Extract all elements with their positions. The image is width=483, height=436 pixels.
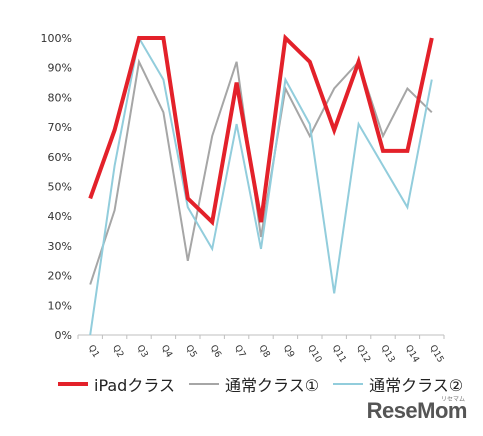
series-line-0 xyxy=(88,33,434,227)
y-tick-label: 90% xyxy=(48,62,72,75)
x-tick-label: Q12 xyxy=(354,344,372,365)
watermark-kana: リセマム xyxy=(440,396,465,403)
legend-item-regular-1: 通常クラス① xyxy=(189,372,319,396)
x-tick-label: Q3 xyxy=(134,344,149,360)
y-tick-label: 10% xyxy=(48,299,72,312)
line-chart: 0% 10% 20% 30% 40% 50% 60% 70% 80% 90% 100% Q1 Q2 Q3… xyxy=(41,32,446,365)
x-tick-label: Q7 xyxy=(232,344,247,360)
x-tick-label: Q13 xyxy=(378,344,396,365)
legend-label-regular-2: 通常クラス② xyxy=(369,376,464,395)
y-tick-label: 0% xyxy=(55,329,72,342)
legend: iPadクラス 通常クラス① 通常クラス② xyxy=(58,371,463,397)
x-axis: Q1 Q2 Q3 Q4 Q5 Q6 Q7 Q8 Q9 Q10 Q11 Q12 Q13 Q14 Q15 xyxy=(77,334,445,365)
series-lines xyxy=(88,33,434,336)
x-tick-label: Q14 xyxy=(403,344,421,365)
legend-item-ipad: iPadクラス xyxy=(58,372,175,396)
x-tick-label: Q10 xyxy=(305,344,323,365)
y-tick-label: 70% xyxy=(48,121,72,134)
legend-swatch-regular-1 xyxy=(189,383,220,385)
series-line-2 xyxy=(89,35,433,336)
legend-swatch-ipad xyxy=(58,382,88,386)
y-tick-label: 30% xyxy=(48,240,72,253)
resemom-logo: ReseMom xyxy=(366,398,468,423)
legend-label-regular-1: 通常クラス① xyxy=(225,376,320,395)
x-tick-label: Q2 xyxy=(110,344,125,360)
x-tick-label: Q9 xyxy=(281,344,296,360)
x-tick-label: Q11 xyxy=(330,344,348,365)
y-tick-label: 60% xyxy=(48,151,72,164)
series-line-1 xyxy=(89,58,433,285)
y-tick-label: 20% xyxy=(48,270,72,283)
x-tick-label: Q6 xyxy=(208,344,223,360)
y-tick-label: 100% xyxy=(41,32,72,45)
legend-swatch-regular-2 xyxy=(333,383,364,385)
y-axis: 0% 10% 20% 30% 40% 50% 60% 70% 80% 90% 100% xyxy=(41,32,72,342)
y-tick-label: 50% xyxy=(48,181,72,194)
legend-label-ipad: iPadクラス xyxy=(94,376,176,395)
x-tick-label: Q8 xyxy=(256,344,271,360)
x-tick-label: Q5 xyxy=(183,344,198,360)
legend-item-regular-2: 通常クラス② xyxy=(333,372,463,396)
y-tick-label: 80% xyxy=(48,91,72,104)
x-tick-label: Q15 xyxy=(427,344,445,365)
x-tick-label: Q1 xyxy=(86,344,101,360)
y-tick-label: 40% xyxy=(48,210,72,223)
x-tick-label: Q4 xyxy=(159,344,174,360)
